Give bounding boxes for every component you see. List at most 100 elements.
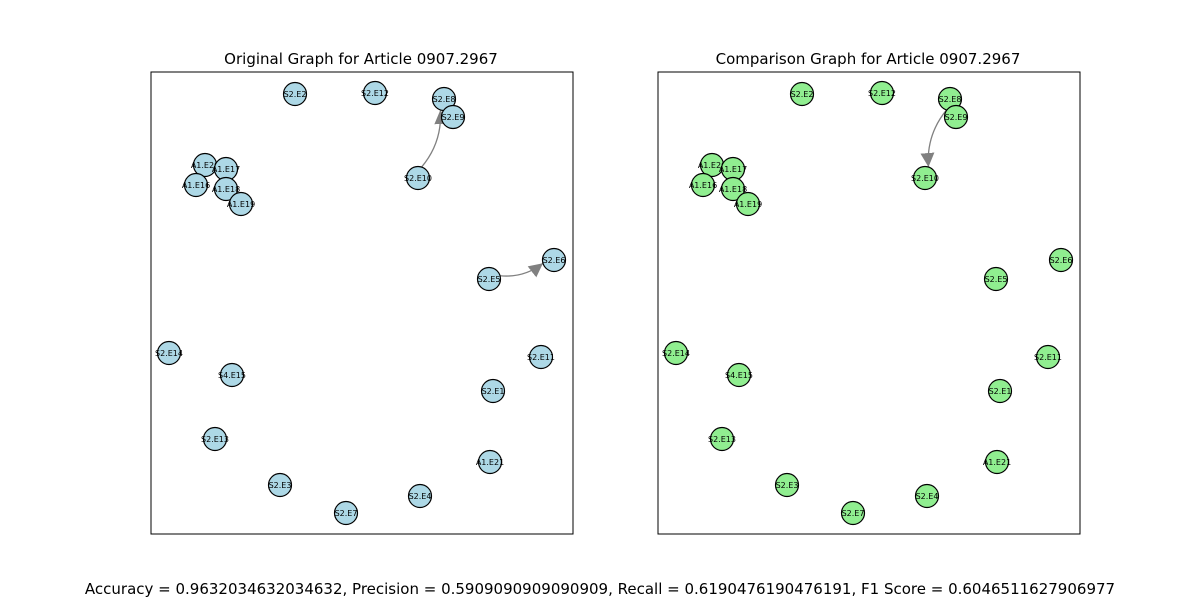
graph-node: S2.E5 — [476, 266, 502, 292]
graph-node-label: S2.E13 — [708, 435, 736, 444]
graph-node: S2.E6 — [1048, 247, 1074, 273]
comparison-graph-title: Comparison Graph for Article 0907.2967 — [716, 50, 1021, 68]
graph-node-label: S2.E5 — [478, 275, 501, 284]
graph-node-circle — [735, 191, 761, 217]
graph-node-circle — [156, 340, 182, 366]
graph-node: S2.E12 — [361, 80, 389, 106]
graph-node: S2.E2 — [789, 81, 815, 107]
graph-node: A1.E18 — [719, 176, 747, 202]
edge-S2.E10-to-S2.E8 — [421, 109, 449, 168]
graph-node-circle — [943, 104, 969, 130]
graph-node-label: A1.E18 — [212, 185, 240, 194]
graph-node-label: S2.E14 — [155, 349, 183, 358]
graph-node-circle — [202, 426, 228, 452]
graph-node: A1.E16 — [182, 172, 210, 198]
graph-node: S2.E4 — [914, 483, 940, 509]
graph-node-circle — [440, 104, 466, 130]
graph-node-label: S2.E5 — [985, 275, 1008, 284]
graph-node-circle — [362, 80, 388, 106]
graph-node-label: S2.E9 — [442, 113, 465, 122]
graph-node: S2.E13 — [201, 426, 229, 452]
graph-node-circle — [987, 378, 1013, 404]
graph-node-circle — [477, 449, 503, 475]
graph-node-circle — [541, 247, 567, 273]
graph-node: A1.E18 — [212, 176, 240, 202]
graph-node-circle — [720, 176, 746, 202]
graph-node: S2.E9 — [943, 104, 969, 130]
graph-node-label: S2.E7 — [842, 509, 865, 518]
graph-node-label: A1.E19 — [734, 200, 762, 209]
graph-node: S4.E15 — [725, 362, 753, 388]
graph-node-circle — [267, 472, 293, 498]
graph-node-label: S2.E3 — [269, 481, 292, 490]
graph-node-circle — [407, 483, 433, 509]
graph-node: A1.E19 — [734, 191, 762, 217]
graph-node-circle — [282, 81, 308, 107]
graph-node-label: S2.E10 — [404, 174, 432, 183]
graph-node-circle — [690, 172, 716, 198]
graph-node: S2.E10 — [911, 165, 939, 191]
graph-node: A1.E16 — [689, 172, 717, 198]
graph-node-circle — [840, 500, 866, 526]
graph-node-label: S2.E2 — [284, 90, 307, 99]
graph-node-label: S2.E12 — [868, 89, 896, 98]
graph-node-circle — [476, 266, 502, 292]
graph-node-circle — [1035, 344, 1061, 370]
graph-node: S2.E11 — [527, 344, 555, 370]
graph-node-label: A1.E17 — [719, 165, 747, 174]
graph-node-label: A1.E20 — [191, 161, 219, 170]
edge-S2.E8-to-S2.E10 — [920, 109, 948, 168]
original-graph-panel: Original Graph for Article 0907.2967 S2.… — [150, 50, 574, 535]
graph-node-label: A1.E21 — [983, 458, 1011, 467]
graph-node-label: S2.E8 — [939, 95, 962, 104]
comparison-graph-frame — [657, 71, 1081, 535]
graph-node-circle — [228, 191, 254, 217]
graph-node-label: S2.E11 — [527, 353, 555, 362]
graph-node-circle — [405, 165, 431, 191]
graph-node-label: S2.E4 — [409, 492, 432, 501]
graph-node-circle — [869, 80, 895, 106]
graph-node-label: S2.E8 — [433, 95, 456, 104]
original-graph-frame — [150, 71, 574, 535]
graph-node-circle — [774, 472, 800, 498]
graph-node: S2.E2 — [282, 81, 308, 107]
graph-node-circle — [183, 172, 209, 198]
graph-node-circle — [1048, 247, 1074, 273]
graph-node: S2.E4 — [407, 483, 433, 509]
graph-node-label: A1.E19 — [227, 200, 255, 209]
graph-node-label: A1.E18 — [719, 185, 747, 194]
graph-node: S2.E7 — [333, 500, 359, 526]
graph-node-label: S2.E7 — [335, 509, 358, 518]
graph-node-circle — [528, 344, 554, 370]
graph-node: S2.E6 — [541, 247, 567, 273]
graph-node-circle — [726, 362, 752, 388]
graph-node: S2.E1 — [987, 378, 1013, 404]
graph-node: S4.E15 — [218, 362, 246, 388]
graph-node: S2.E5 — [983, 266, 1009, 292]
graph-node-circle — [789, 81, 815, 107]
graph-node: S2.E11 — [1034, 344, 1062, 370]
graph-node-circle — [219, 362, 245, 388]
graph-node-circle — [480, 378, 506, 404]
edge-S2.E5-to-S2.E6 — [499, 262, 544, 278]
graph-node-label: A1.E16 — [689, 181, 717, 190]
graph-node-label: A1.E17 — [212, 165, 240, 174]
graph-node: S2.E13 — [708, 426, 736, 452]
graph-node: S2.E9 — [440, 104, 466, 130]
graph-node: A1.E21 — [476, 449, 504, 475]
graph-node: S2.E14 — [662, 340, 690, 366]
graph-node-label: S2.E11 — [1034, 353, 1062, 362]
graph-node-circle — [663, 340, 689, 366]
graph-node-circle — [709, 426, 735, 452]
graph-node-label: S4.E15 — [725, 371, 753, 380]
graph-node: S2.E7 — [840, 500, 866, 526]
graph-node-label: S2.E13 — [201, 435, 229, 444]
graph-node-label: S4.E15 — [218, 371, 246, 380]
graph-node-label: S2.E14 — [662, 349, 690, 358]
graph-node-circle — [333, 500, 359, 526]
graph-node-circle — [983, 266, 1009, 292]
graph-node: S2.E14 — [155, 340, 183, 366]
graph-node: S2.E3 — [774, 472, 800, 498]
